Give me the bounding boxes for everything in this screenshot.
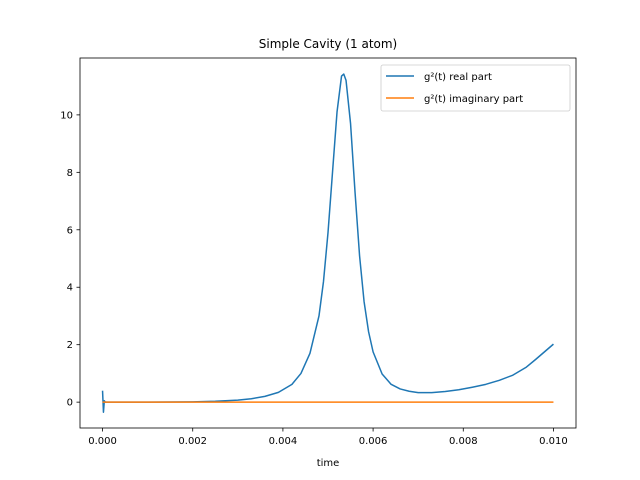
x-tick-label: 0.000 — [88, 436, 117, 447]
x-tick-label: 0.010 — [539, 436, 568, 447]
chart-title: Simple Cavity (1 atom) — [259, 37, 397, 51]
y-tick-label: 0 — [67, 398, 73, 409]
plot-area — [101, 73, 554, 413]
plot-frame — [79, 57, 577, 429]
series-layer — [101, 73, 554, 413]
legend: g²(t) real part g²(t) imaginary part — [380, 64, 571, 112]
x-tick-label: 0.008 — [449, 436, 478, 447]
x-tick-label: 0.004 — [269, 436, 298, 447]
x-tick-label: 0.002 — [178, 436, 207, 447]
y-tick-label: 8 — [67, 168, 73, 179]
x-tick-label: 0.006 — [359, 436, 388, 447]
y-tick-label: 2 — [67, 340, 73, 351]
y-axis-ticks: 0 2 4 6 8 10 — [60, 110, 80, 409]
x-axis-label: time — [317, 458, 340, 469]
y-tick-label: 4 — [67, 283, 73, 294]
legend-box — [380, 64, 571, 112]
y-tick-label: 10 — [60, 110, 73, 121]
legend-label-real: g²(t) real part — [424, 72, 492, 83]
legend-label-imaginary: g²(t) imaginary part — [424, 94, 523, 105]
y-tick-label: 6 — [67, 225, 73, 236]
x-axis-ticks: 0.000 0.002 0.004 0.006 0.008 0.010 — [88, 428, 568, 447]
